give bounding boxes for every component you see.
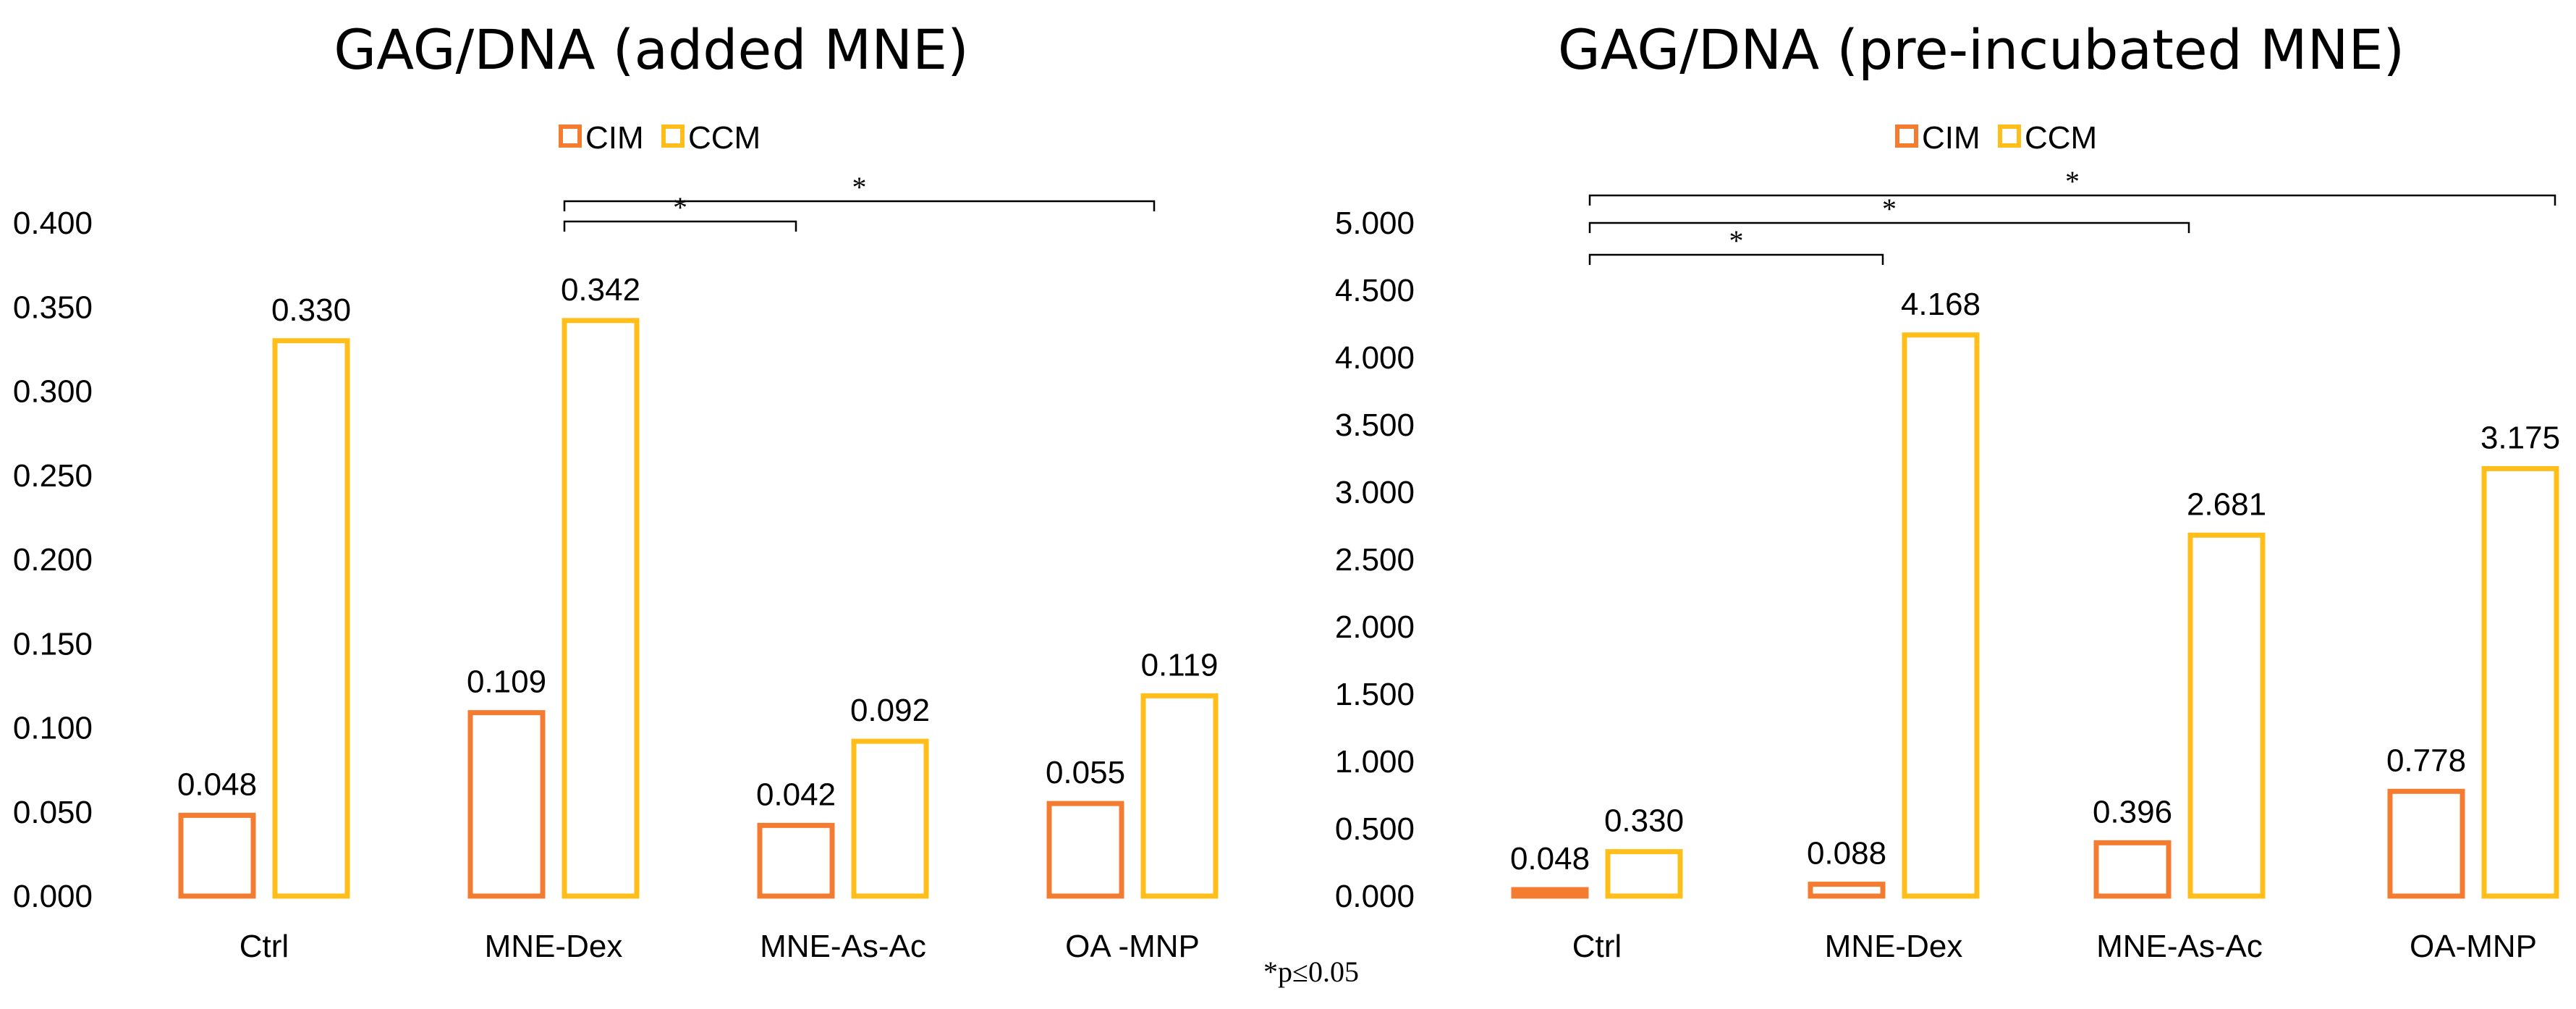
bar-ccm-mne-dex: [562, 318, 640, 899]
chart-title: GAG/DNA (pre-incubated MNE): [1558, 17, 2405, 82]
bar-cim-ctrl: [1511, 887, 1589, 899]
data-label-cim: 0.396: [2093, 794, 2172, 829]
bar-ccm-oa-mnp: [2481, 465, 2559, 899]
bar-cim-mne-dex: [467, 710, 546, 899]
x-tick-label: OA -MNP: [1065, 929, 1200, 964]
bar-ccm-mne-as-ac: [851, 738, 929, 899]
y-tick-label: 0.500: [1335, 811, 1415, 847]
bar-ccm-oa-mnp: [1140, 693, 1219, 899]
bar-ccm-ctrl: [1605, 849, 1683, 899]
data-label-cim: 0.778: [2386, 743, 2466, 778]
significance-footnote: *p≤0.05: [1263, 955, 1359, 988]
legend-swatch-cim: [1895, 124, 1918, 148]
data-label-cim: 0.048: [177, 767, 257, 802]
y-tick-label: 0.250: [13, 458, 93, 494]
y-tick-label: 1.000: [1335, 744, 1415, 780]
data-label-ccm: 0.342: [561, 272, 640, 308]
data-label-cim: 0.109: [467, 664, 546, 700]
y-tick-label: 3.500: [1335, 408, 1415, 443]
data-label-cim: 0.042: [756, 777, 836, 812]
legend-label-cim: CIM: [1922, 120, 1980, 156]
y-tick-label: 0.050: [13, 795, 93, 830]
bar-cim-mne-dex: [1808, 882, 1886, 899]
y-tick-label: 4.500: [1335, 273, 1415, 308]
y-tick-label: 0.300: [13, 374, 93, 410]
x-tick-label: MNE-Dex: [485, 929, 623, 964]
significance-bracket: [1588, 194, 2556, 206]
y-tick-label: 2.500: [1335, 542, 1415, 578]
significance-bracket: [1588, 253, 1884, 265]
bar-cim-mne-as-ac: [2093, 840, 2172, 899]
legend-swatch-ccm: [1998, 124, 2021, 148]
data-label-cim: 0.055: [1046, 755, 1125, 790]
y-tick-label: 4.000: [1335, 340, 1415, 376]
data-label-ccm: 3.175: [2480, 420, 2560, 455]
bar-cim-oa-mnp: [1046, 801, 1124, 899]
bar-cim-mne-as-ac: [757, 822, 835, 899]
legend-swatch-ccm: [661, 124, 685, 148]
data-label-ccm: 2.681: [2187, 486, 2266, 522]
chart-title: GAG/DNA (added MNE): [334, 17, 969, 82]
x-tick-label: OA-MNP: [2410, 929, 2537, 964]
legend-swatch-cim: [559, 124, 582, 148]
y-tick-label: 0.100: [13, 711, 93, 746]
x-tick-label: Ctrl: [240, 929, 289, 964]
y-tick-label: 3.000: [1335, 475, 1415, 510]
data-label-cim: 0.048: [1510, 841, 1590, 877]
data-label-ccm: 0.092: [850, 693, 930, 728]
bar-ccm-ctrl: [272, 338, 350, 899]
bar-ccm-mne-as-ac: [2187, 532, 2266, 899]
significance-bracket: [1588, 221, 2190, 233]
y-tick-label: 0.150: [13, 626, 93, 662]
y-tick-label: 5.000: [1335, 206, 1415, 241]
y-tick-label: 0.350: [13, 290, 93, 325]
data-label-ccm: 4.168: [1901, 287, 1980, 322]
x-tick-label: MNE-As-Ac: [2096, 929, 2263, 964]
x-tick-label: Ctrl: [1572, 929, 1622, 964]
legend-label-cim: CIM: [585, 120, 644, 156]
data-label-ccm: 0.330: [1604, 803, 1684, 839]
x-tick-label: MNE-Dex: [1825, 929, 1963, 964]
y-tick-label: 0.000: [1335, 879, 1415, 914]
significance-bracket: [563, 220, 797, 232]
y-tick-label: 1.500: [1335, 677, 1415, 712]
significance-star: *: [852, 171, 867, 203]
data-label-ccm: 0.330: [271, 292, 351, 328]
legend-label-ccm: CCM: [688, 120, 760, 156]
y-tick-label: 0.000: [13, 879, 93, 914]
legend-label-ccm: CCM: [2025, 120, 2097, 156]
significance-bracket: [563, 200, 1156, 211]
significance-star: *: [1729, 224, 1744, 257]
bar-ccm-mne-dex: [1902, 332, 1980, 899]
y-tick-label: 2.000: [1335, 609, 1415, 645]
bar-cim-ctrl: [178, 812, 256, 899]
data-label-ccm: 0.119: [1141, 647, 1219, 683]
bar-cim-oa-mnp: [2387, 788, 2465, 899]
significance-star: *: [673, 191, 687, 224]
data-label-cim: 0.088: [1807, 836, 1886, 871]
significance-star: *: [2065, 165, 2080, 198]
x-tick-label: MNE-As-Ac: [760, 929, 926, 964]
y-tick-label: 0.200: [13, 542, 93, 578]
significance-star: *: [1882, 193, 1897, 225]
y-tick-label: 0.400: [13, 206, 93, 241]
